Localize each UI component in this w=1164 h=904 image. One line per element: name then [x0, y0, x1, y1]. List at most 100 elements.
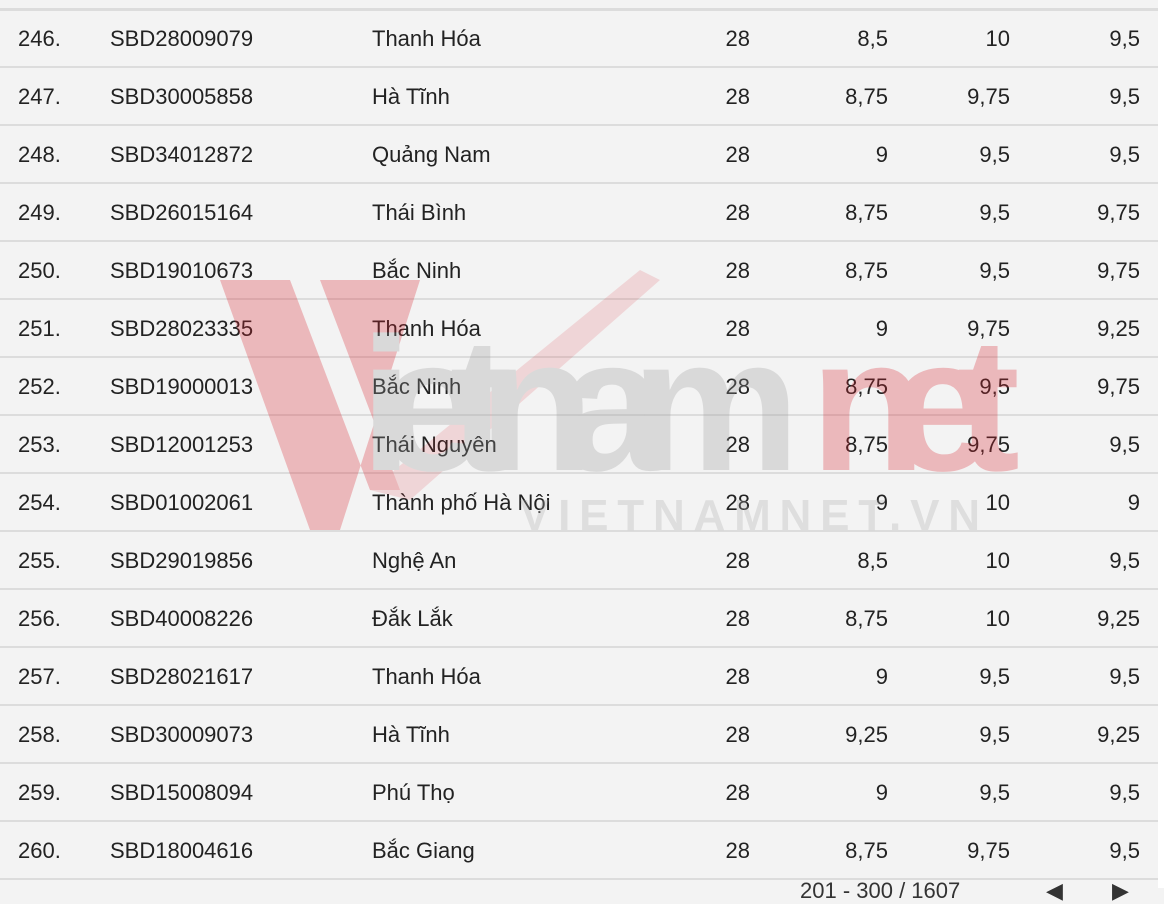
cell-total-score: 28 — [725, 142, 750, 167]
chevron-left-icon[interactable]: ◀ — [1046, 878, 1063, 903]
cell-score-3: 9,5 — [1109, 432, 1140, 457]
cell-rank: 252. — [18, 374, 61, 399]
cell-total-score: 28 — [725, 432, 750, 457]
cell-total-score: 28 — [725, 780, 750, 805]
cell-score-2: 9,75 — [967, 838, 1010, 863]
cell-rank: 253. — [18, 432, 61, 457]
cell-score-2: 9,5 — [979, 200, 1010, 225]
cell-score-1: 8,75 — [845, 374, 888, 399]
cell-province: Thành phố Hà Nội — [372, 490, 551, 515]
cell-province: Bắc Ninh — [372, 374, 462, 399]
cell-candidate-id: SBD34012872 — [110, 142, 254, 167]
cell-candidate-id: SBD12001253 — [110, 432, 254, 457]
cell-score-2: 9,75 — [967, 316, 1010, 341]
cell-score-2: 9,5 — [979, 258, 1010, 283]
cell-score-3: 9,5 — [1109, 664, 1140, 689]
cell-province: Thái Nguyên — [372, 432, 497, 457]
cell-candidate-id: SBD28009079 — [110, 26, 254, 51]
cell-total-score: 28 — [725, 490, 750, 515]
cell-province: Đắk Lắk — [372, 606, 453, 631]
cell-province: Bắc Ninh — [372, 258, 462, 283]
table-row: 260. SBD18004616 Bắc Giang 28 8,75 9,75 9,5 — [0, 822, 1158, 880]
cell-candidate-id: SBD26015164 — [110, 200, 254, 225]
cell-score-2: 9,5 — [979, 142, 1010, 167]
cell-score-3: 9,25 — [1097, 316, 1140, 341]
cell-score-2: 9,75 — [967, 84, 1010, 109]
cell-province: Quảng Nam — [372, 142, 491, 167]
cell-score-2: 9,5 — [979, 780, 1010, 805]
results-table: 246. SBD28009079 Thanh Hóa 28 8,5 10 9,5 247. SB… — [0, 10, 1158, 880]
table-row: 259. SBD15008094 Phú Thọ 28 9 9,5 9,5 — [0, 764, 1158, 822]
cell-score-3: 9,75 — [1097, 200, 1140, 225]
cell-score-2: 9,5 — [979, 374, 1010, 399]
cell-rank: 259. — [18, 780, 61, 805]
cell-total-score: 28 — [725, 258, 750, 283]
cell-total-score: 28 — [725, 664, 750, 689]
cell-score-1: 9 — [875, 490, 888, 515]
table-row: 253. SBD12001253 Thái Nguyên 28 8,75 9,75 9,5 — [0, 416, 1158, 474]
cell-rank: 249. — [18, 200, 61, 225]
cell-candidate-id: SBD28021617 — [110, 664, 254, 689]
cell-rank: 250. — [18, 258, 61, 283]
cell-candidate-id: SBD19010673 — [110, 258, 254, 283]
cell-score-1: 8,75 — [845, 84, 888, 109]
cell-rank: 257. — [18, 664, 61, 689]
table-row: 255. SBD29019856 Nghệ An 28 8,5 10 9,5 — [0, 532, 1158, 590]
cell-rank: 256. — [18, 606, 61, 631]
cell-province: Thanh Hóa — [372, 26, 481, 51]
cell-score-3: 9,75 — [1097, 258, 1140, 283]
cell-score-3: 9,5 — [1109, 838, 1140, 863]
cell-rank: 255. — [18, 548, 61, 573]
cell-score-3: 9,75 — [1097, 374, 1140, 399]
cell-total-score: 28 — [725, 200, 750, 225]
cell-total-score: 28 — [725, 26, 750, 51]
cell-rank: 260. — [18, 838, 61, 863]
cell-score-1: 8,75 — [845, 838, 888, 863]
cell-total-score: 28 — [725, 606, 750, 631]
cell-province: Hà Tĩnh — [372, 722, 450, 747]
page-edge — [1158, 0, 1164, 888]
cell-province: Thái Bình — [372, 200, 467, 225]
cell-score-3: 9,5 — [1109, 548, 1140, 573]
pagination-range: 201 - 300 / 1607 — [800, 878, 961, 903]
chevron-right-icon[interactable]: ▶ — [1112, 878, 1129, 903]
cell-rank: 254. — [18, 490, 61, 515]
cell-score-1: 9 — [875, 780, 888, 805]
table-row: 247. SBD30005858 Hà Tĩnh 28 8,75 9,75 9,5 — [0, 68, 1158, 126]
cell-province: Thanh Hóa — [372, 664, 481, 689]
table-row: 252. SBD19000013 Bắc Ninh 28 8,75 9,5 9,75 — [0, 358, 1158, 416]
cell-rank: 247. — [18, 84, 61, 109]
cell-score-1: 9 — [875, 316, 888, 341]
cell-candidate-id: SBD15008094 — [110, 780, 254, 805]
cell-rank: 251. — [18, 316, 61, 341]
cell-total-score: 28 — [725, 838, 750, 863]
table-row: 249. SBD26015164 Thái Bình 28 8,75 9,5 9,75 — [0, 184, 1158, 242]
table-top-divider — [0, 0, 1158, 11]
cell-score-1: 9 — [875, 142, 888, 167]
cell-score-1: 8,75 — [845, 258, 888, 283]
table-row: 250. SBD19010673 Bắc Ninh 28 8,75 9,5 9,75 — [0, 242, 1158, 300]
cell-score-1: 8,75 — [845, 432, 888, 457]
table-row: 258. SBD30009073 Hà Tĩnh 28 9,25 9,5 9,25 — [0, 706, 1158, 764]
cell-score-1: 8,75 — [845, 200, 888, 225]
cell-province: Thanh Hóa — [372, 316, 481, 341]
cell-total-score: 28 — [725, 316, 750, 341]
cell-score-2: 9,75 — [967, 432, 1010, 457]
table-row: 257. SBD28021617 Thanh Hóa 28 9 9,5 9,5 — [0, 648, 1158, 706]
cell-total-score: 28 — [725, 722, 750, 747]
cell-score-3: 9,5 — [1109, 26, 1140, 51]
cell-score-3: 9,5 — [1109, 84, 1140, 109]
cell-score-2: 10 — [985, 548, 1010, 573]
cell-rank: 248. — [18, 142, 61, 167]
cell-score-1: 9,25 — [845, 722, 888, 747]
cell-score-3: 9,5 — [1109, 142, 1140, 167]
cell-score-2: 9,5 — [979, 664, 1010, 689]
cell-province: Phú Thọ — [372, 780, 455, 805]
cell-score-2: 10 — [985, 606, 1010, 631]
cell-candidate-id: SBD19000013 — [110, 374, 254, 399]
cell-score-3: 9,25 — [1097, 606, 1140, 631]
cell-score-1: 9 — [875, 664, 888, 689]
cell-total-score: 28 — [725, 374, 750, 399]
cell-candidate-id: SBD29019856 — [110, 548, 254, 573]
cell-rank: 246. — [18, 26, 61, 51]
